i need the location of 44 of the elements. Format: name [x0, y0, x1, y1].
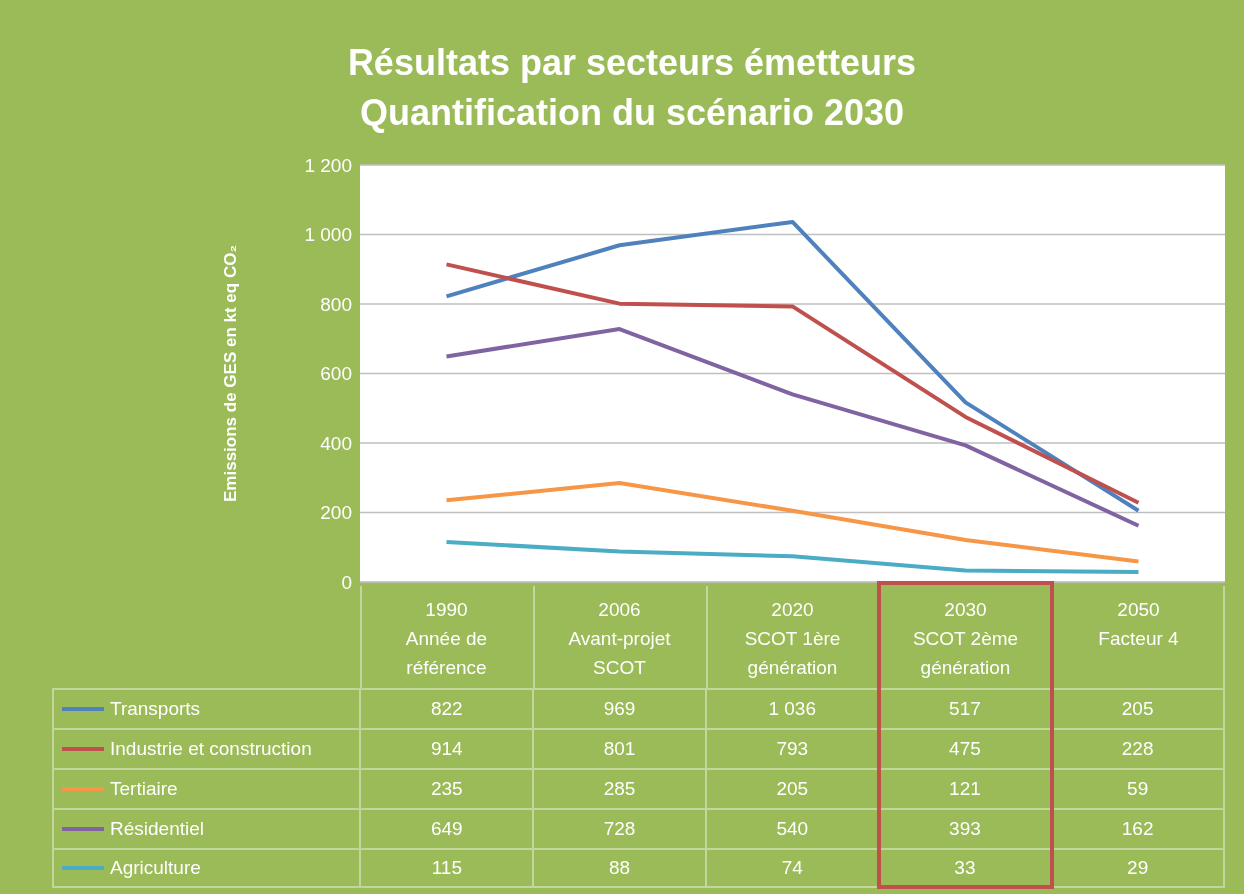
data-label: 517: [879, 690, 1053, 728]
y-tick-label: 1 200: [304, 154, 352, 176]
data-label: 969: [534, 690, 707, 728]
y-tick-label: 0: [341, 571, 352, 593]
data-label: 822: [361, 690, 535, 728]
data-label: 88: [534, 850, 707, 886]
y-axis-title: Emissions de GES en kt eq CO₂: [221, 245, 241, 502]
x-tick-label: 2030 SCOT 2ème génération: [912, 599, 1019, 678]
data-label: 540: [706, 810, 880, 848]
data-label: 205: [706, 770, 880, 808]
chart-title: Résultats par secteurs émetteurs Quantification du scénario 2030: [346, 41, 918, 135]
legend-label: Agriculture: [110, 857, 201, 879]
data-label: 393: [879, 810, 1053, 848]
y-tick-label: 1 000: [304, 224, 352, 246]
legend-label: Industrie et construction: [110, 738, 312, 760]
data-label: 115: [361, 850, 535, 886]
x-tick-label: 1990 Année de référence: [405, 599, 488, 678]
data-label: 475: [879, 730, 1053, 768]
legend-label: Tertiaire: [110, 778, 178, 800]
data-label: 914: [361, 730, 535, 768]
data-label: 59: [1052, 770, 1225, 808]
data-label: 121: [879, 770, 1053, 808]
legend-label: Résidentiel: [110, 818, 204, 840]
data-label: 162: [1052, 810, 1225, 848]
data-label: 29: [1052, 850, 1225, 886]
data-label: 228: [1052, 730, 1225, 768]
data-label: 801: [534, 730, 707, 768]
x-tick-label: 2050 Facteur 4: [1098, 599, 1180, 649]
data-label: 649: [361, 810, 535, 848]
data-label: 205: [1052, 690, 1225, 728]
x-tick-label: 2006 Avant-projet SCOT: [568, 599, 672, 678]
x-tick-label: 2020 SCOT 1ère génération: [744, 599, 841, 678]
data-label: 793: [706, 730, 880, 768]
data-label: 74: [706, 850, 880, 886]
data-label: 33: [879, 850, 1053, 886]
data-label: 285: [534, 770, 707, 808]
y-tick-label: 400: [320, 432, 352, 454]
data-label: 1 036: [706, 690, 880, 728]
y-tick-label: 800: [320, 293, 352, 315]
legend-label: Transports: [110, 698, 201, 720]
data-label: 235: [361, 770, 535, 808]
y-tick-label: 200: [320, 502, 352, 524]
data-label: 728: [534, 810, 707, 848]
y-tick-label: 600: [320, 363, 352, 385]
